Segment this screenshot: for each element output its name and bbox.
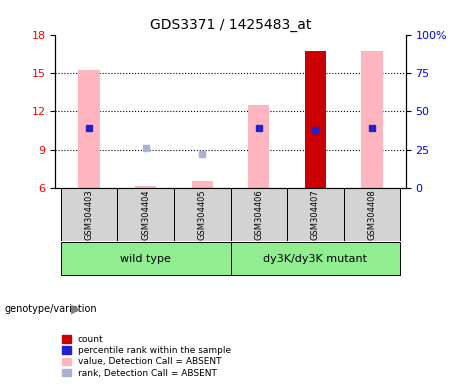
FancyBboxPatch shape <box>61 188 118 240</box>
Bar <box>191 182 213 188</box>
Title: GDS3371 / 1425483_at: GDS3371 / 1425483_at <box>150 18 311 32</box>
Text: GSM304403: GSM304403 <box>85 189 94 240</box>
Text: ▶: ▶ <box>71 303 81 316</box>
Bar <box>361 51 383 188</box>
Legend: count, percentile rank within the sample, value, Detection Call = ABSENT, rank, : count, percentile rank within the sample… <box>60 333 233 379</box>
Text: GSM304405: GSM304405 <box>198 189 207 240</box>
Text: genotype/variation: genotype/variation <box>5 304 97 314</box>
Text: dy3K/dy3K mutant: dy3K/dy3K mutant <box>263 253 367 263</box>
Bar <box>248 105 270 188</box>
FancyBboxPatch shape <box>230 242 400 275</box>
Bar <box>305 51 326 188</box>
FancyBboxPatch shape <box>118 188 174 240</box>
Text: GSM304406: GSM304406 <box>254 189 263 240</box>
FancyBboxPatch shape <box>343 188 400 240</box>
FancyBboxPatch shape <box>287 188 343 240</box>
FancyBboxPatch shape <box>230 188 287 240</box>
Text: GSM304408: GSM304408 <box>367 189 376 240</box>
Bar <box>78 70 100 188</box>
Text: GSM304407: GSM304407 <box>311 189 320 240</box>
FancyBboxPatch shape <box>174 188 230 240</box>
Text: GSM304404: GSM304404 <box>141 189 150 240</box>
FancyBboxPatch shape <box>61 242 230 275</box>
Text: wild type: wild type <box>120 253 171 263</box>
Bar <box>135 185 156 188</box>
